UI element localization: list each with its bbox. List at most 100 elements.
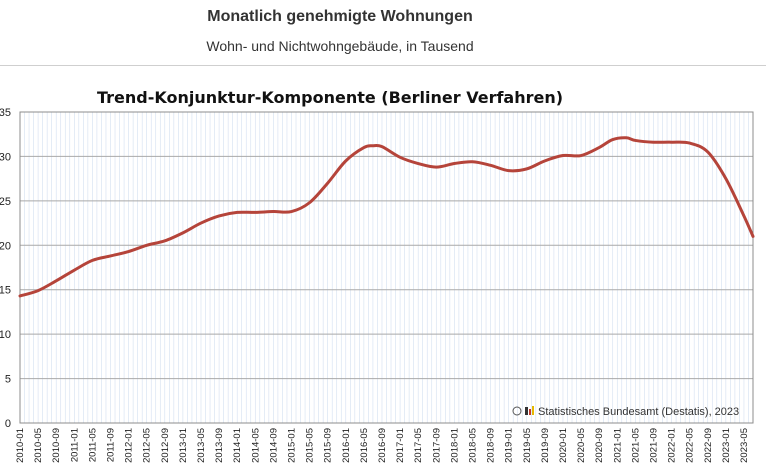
data-point [109, 255, 111, 257]
y-tick-label: 30 [0, 151, 11, 163]
x-tick-label: 2012-09 [160, 428, 171, 463]
data-point [453, 162, 455, 164]
x-tick-label: 2013-09 [214, 428, 225, 463]
data-point [218, 215, 220, 217]
series-layer [18, 136, 755, 298]
data-point [544, 160, 546, 162]
data-point [363, 146, 365, 148]
x-tick-label: 2016-05 [359, 428, 370, 463]
plot-border [19, 111, 754, 424]
x-tick-label: 2018-01 [449, 428, 460, 463]
destatis-logo-icon [525, 406, 534, 415]
data-point [562, 154, 564, 156]
x-tick-label: 2013-05 [196, 428, 207, 463]
x-tick-label: 2022-05 [685, 428, 696, 463]
y-axis-ticks: 0 5 10 15 20 25 30 35 [0, 107, 11, 430]
y-tick-label: 5 [5, 374, 11, 386]
x-tick-label: 2011-09 [106, 428, 117, 462]
data-point [489, 164, 491, 166]
x-tick-label: 2020-09 [594, 428, 605, 463]
data-point [91, 259, 93, 261]
x-tick-label: 2015-05 [305, 428, 316, 463]
data-point [127, 250, 129, 252]
data-point [725, 177, 727, 179]
data-point [73, 269, 75, 271]
y-tick-label: 25 [0, 196, 11, 208]
x-tick-label: 2021-01 [612, 428, 623, 463]
x-tick-label: 2018-09 [486, 428, 497, 463]
data-point [652, 141, 654, 143]
x-tick-label: 2010-05 [33, 428, 44, 463]
x-tick-label: 2019-01 [504, 428, 515, 463]
x-tick-label: 2013-01 [178, 428, 189, 463]
data-point [688, 142, 690, 144]
y-tick-label: 35 [0, 107, 11, 119]
data-point [580, 154, 582, 156]
y-tick-label: 0 [5, 418, 11, 430]
data-point [752, 235, 754, 237]
data-point [417, 162, 419, 164]
data-point [145, 244, 147, 246]
x-tick-label: 2019-05 [522, 428, 533, 463]
x-tick-label: 2010-09 [51, 428, 62, 463]
data-point [345, 160, 347, 162]
major-grid [20, 155, 753, 380]
data-point [399, 156, 401, 158]
x-tick-label: 2012-05 [142, 428, 153, 463]
x-tick-label: 2014-09 [268, 428, 279, 463]
data-point [507, 169, 509, 171]
x-tick-label: 2021-09 [649, 428, 660, 463]
data-point [743, 215, 745, 217]
data-point [182, 232, 184, 234]
x-tick-label: 2012-01 [124, 428, 135, 463]
x-tick-label: 2017-09 [431, 428, 442, 463]
page-subtitle: Wohn- und Nichtwohngebäude, in Tausend [206, 38, 474, 54]
chart-panel: 0 5 10 15 20 25 30 35 2010-01 2010-05 2010-09 2011… [0, 65, 766, 476]
x-tick-label: 2015-09 [323, 428, 334, 463]
x-tick-label: 2023-01 [721, 428, 732, 463]
x-tick-label: 2021-05 [630, 428, 641, 463]
data-point [670, 141, 672, 143]
data-point [254, 211, 256, 213]
copyright-credit: Statistisches Bundesamt (Destatis), 2023 [512, 406, 739, 418]
data-point [19, 295, 21, 297]
x-tick-label: 2014-01 [232, 428, 243, 463]
data-point [435, 166, 437, 168]
data-point [326, 182, 328, 184]
x-axis-ticks: 2010-01 2010-05 2010-09 2011-01 2011-05 2011-… [15, 428, 750, 463]
data-point [200, 222, 202, 224]
trend-series-line [18, 136, 755, 298]
copyright-icon [512, 406, 522, 416]
x-tick-label: 2020-01 [558, 428, 569, 463]
x-tick-label: 2022-09 [703, 428, 714, 463]
x-tick-label: 2016-01 [341, 428, 352, 463]
data-point [612, 138, 614, 140]
data-point [381, 145, 383, 147]
data-point [37, 289, 39, 291]
data-point [634, 139, 636, 141]
data-point [526, 168, 528, 170]
y-tick-label: 15 [0, 285, 11, 297]
x-tick-label: 2018-05 [468, 428, 479, 463]
y-tick-label: 10 [0, 329, 11, 341]
data-point [707, 151, 709, 153]
data-point [625, 137, 627, 139]
data-point [308, 201, 310, 203]
line-chart: 0 5 10 15 20 25 30 35 2010-01 2010-05 2010-09 2011… [0, 88, 755, 463]
data-point [471, 161, 473, 163]
page-title: Monatlich genehmigte Wohnungen [207, 8, 473, 25]
credit-text: Statistisches Bundesamt (Destatis), 2023 [538, 406, 739, 418]
x-tick-label: 2017-05 [413, 428, 424, 463]
x-tick-label: 2020-05 [576, 428, 587, 463]
x-tick-label: 2011-01 [69, 428, 80, 462]
data-point [236, 211, 238, 213]
x-tick-label: 2017-01 [395, 428, 406, 463]
data-point [290, 210, 292, 212]
data-point [164, 240, 166, 242]
data-point [55, 280, 57, 282]
x-tick-label: 2023-05 [739, 428, 750, 463]
x-tick-label: 2011-05 [87, 428, 98, 462]
x-tick-label: 2014-05 [250, 428, 261, 463]
data-point [598, 146, 600, 148]
data-point [272, 210, 274, 212]
